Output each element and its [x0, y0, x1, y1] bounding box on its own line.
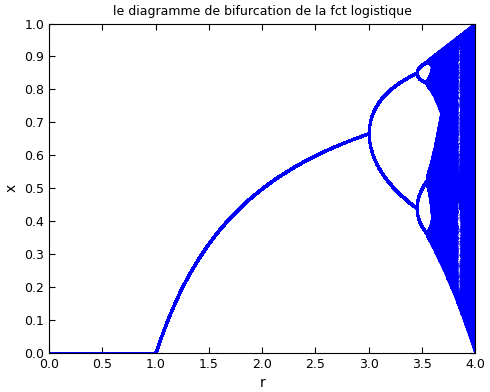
Y-axis label: x: x [4, 184, 19, 192]
Title: le diagramme de bifurcation de la fct logistique: le diagramme de bifurcation de la fct lo… [113, 5, 412, 18]
X-axis label: r: r [259, 376, 265, 390]
